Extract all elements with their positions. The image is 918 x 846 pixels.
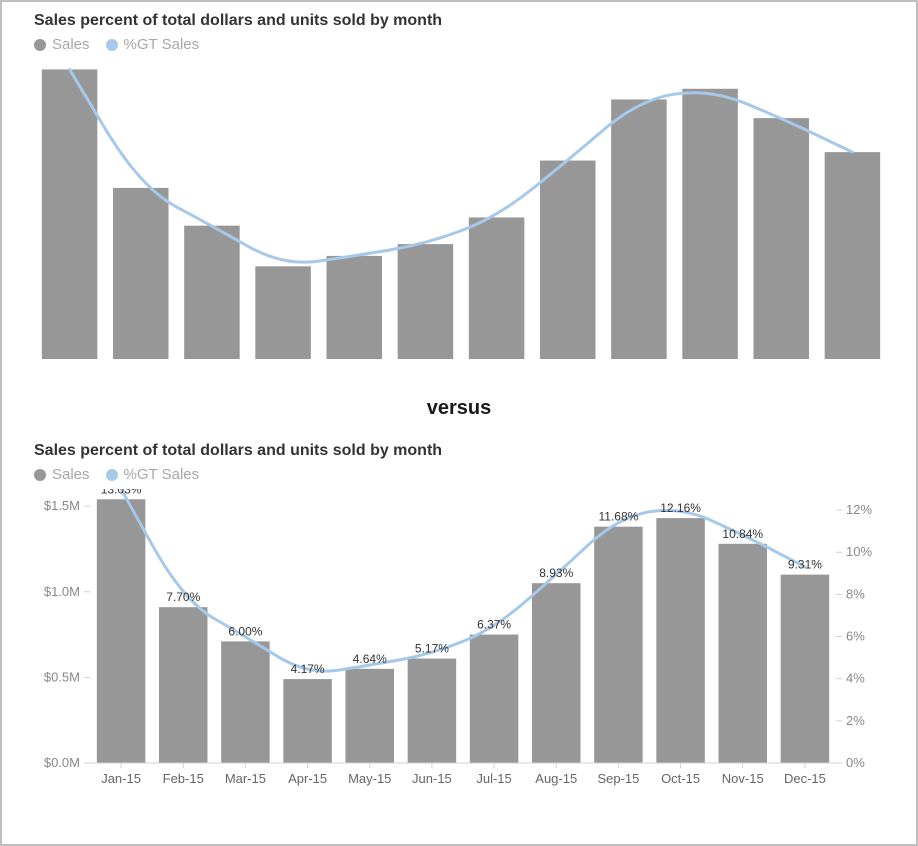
chart-top-legend: Sales %GT Sales	[34, 36, 884, 53]
bar	[719, 544, 767, 763]
legend-dot-sales	[34, 39, 46, 51]
bar	[682, 89, 738, 359]
data-label: 6.37%	[477, 618, 511, 632]
data-label: 10.84%	[722, 527, 763, 541]
x-tick-label: Oct-15	[661, 771, 700, 786]
y-right-tick-label: 2%	[846, 713, 865, 728]
chart-bottom-title: Sales percent of total dollars and units…	[34, 442, 884, 460]
y-right-tick-label: 6%	[846, 629, 865, 644]
chart-top-title: Sales percent of total dollars and units…	[34, 12, 884, 30]
data-label: 11.68%	[599, 510, 639, 524]
legend-dot-pct-2	[106, 469, 118, 481]
data-label: 4.64%	[353, 652, 387, 666]
bar	[283, 679, 331, 763]
bar	[470, 635, 518, 763]
data-label: 5.17%	[415, 642, 449, 656]
x-tick-label: Feb-15	[163, 771, 204, 786]
x-tick-label: Jul-15	[476, 771, 511, 786]
x-tick-label: Jan-15	[101, 771, 141, 786]
versus-label: versus	[2, 397, 916, 420]
legend-dot-sales-2	[34, 469, 46, 481]
bar	[408, 659, 456, 763]
x-tick-label: Aug-15	[535, 771, 577, 786]
bar	[540, 161, 596, 359]
bar	[255, 266, 311, 359]
data-label: 8.93%	[539, 566, 573, 580]
bar	[781, 575, 829, 763]
data-label: 6.00%	[228, 624, 262, 638]
legend-label-pct: %GT Sales	[124, 36, 200, 53]
bar	[326, 256, 382, 359]
x-tick-label: Jun-15	[412, 771, 452, 786]
bar	[42, 69, 98, 359]
data-label: 13.03%	[101, 489, 142, 496]
y-right-tick-label: 10%	[846, 544, 872, 559]
legend-label-sales: Sales	[52, 36, 90, 53]
data-label: 7.70%	[166, 590, 200, 604]
bar	[469, 217, 525, 359]
x-tick-label: Mar-15	[225, 771, 266, 786]
chart-bottom-legend: Sales %GT Sales	[34, 466, 884, 483]
bar	[594, 527, 642, 763]
y-left-tick-label: $1.5M	[44, 498, 80, 513]
y-left-tick-label: $0.5M	[44, 669, 80, 684]
legend-item-pct-2: %GT Sales	[106, 466, 200, 483]
chart-bottom: Sales percent of total dollars and units…	[34, 442, 884, 822]
legend-dot-pct	[106, 39, 118, 51]
bar	[753, 118, 809, 359]
chart-top-canvas	[34, 59, 888, 359]
y-right-tick-label: 12%	[846, 502, 872, 517]
legend-label-pct-2: %GT Sales	[124, 466, 200, 483]
data-label: 9.31%	[788, 558, 822, 572]
chart-bottom-canvas: $0.0M $0.5M $1.0M $1.5M 0% 2% 4% 6% 8% 10% 12% Jan-…	[34, 489, 888, 789]
bar	[346, 669, 394, 763]
bar	[656, 518, 704, 763]
legend-item-pct: %GT Sales	[106, 36, 200, 53]
comparison-frame: Sales percent of total dollars and units…	[0, 0, 918, 846]
x-tick-label: Nov-15	[722, 771, 764, 786]
bar	[532, 583, 580, 763]
bar	[398, 244, 454, 359]
bar	[159, 607, 207, 763]
x-tick-label: Apr-15	[288, 771, 327, 786]
legend-label-sales-2: Sales	[52, 466, 90, 483]
data-label: 12.16%	[660, 501, 701, 515]
y-left-tick-label: $1.0M	[44, 584, 80, 599]
bar	[184, 226, 240, 359]
legend-item-sales: Sales	[34, 36, 90, 53]
x-tick-label: May-15	[348, 771, 391, 786]
data-label: 4.17%	[291, 662, 325, 676]
bar	[825, 152, 881, 359]
x-tick-label: Dec-15	[784, 771, 826, 786]
y-right-tick-label: 0%	[846, 755, 865, 770]
bar	[611, 99, 667, 359]
bar	[221, 641, 269, 763]
y-right-tick-label: 8%	[846, 586, 865, 601]
bar	[97, 499, 145, 763]
x-tick-label: Sep-15	[597, 771, 639, 786]
y-right-tick-label: 4%	[846, 671, 865, 686]
chart-top: Sales percent of total dollars and units…	[34, 12, 884, 382]
y-left-tick-label: $0.0M	[44, 755, 80, 770]
legend-item-sales-2: Sales	[34, 466, 90, 483]
bar	[113, 188, 169, 359]
